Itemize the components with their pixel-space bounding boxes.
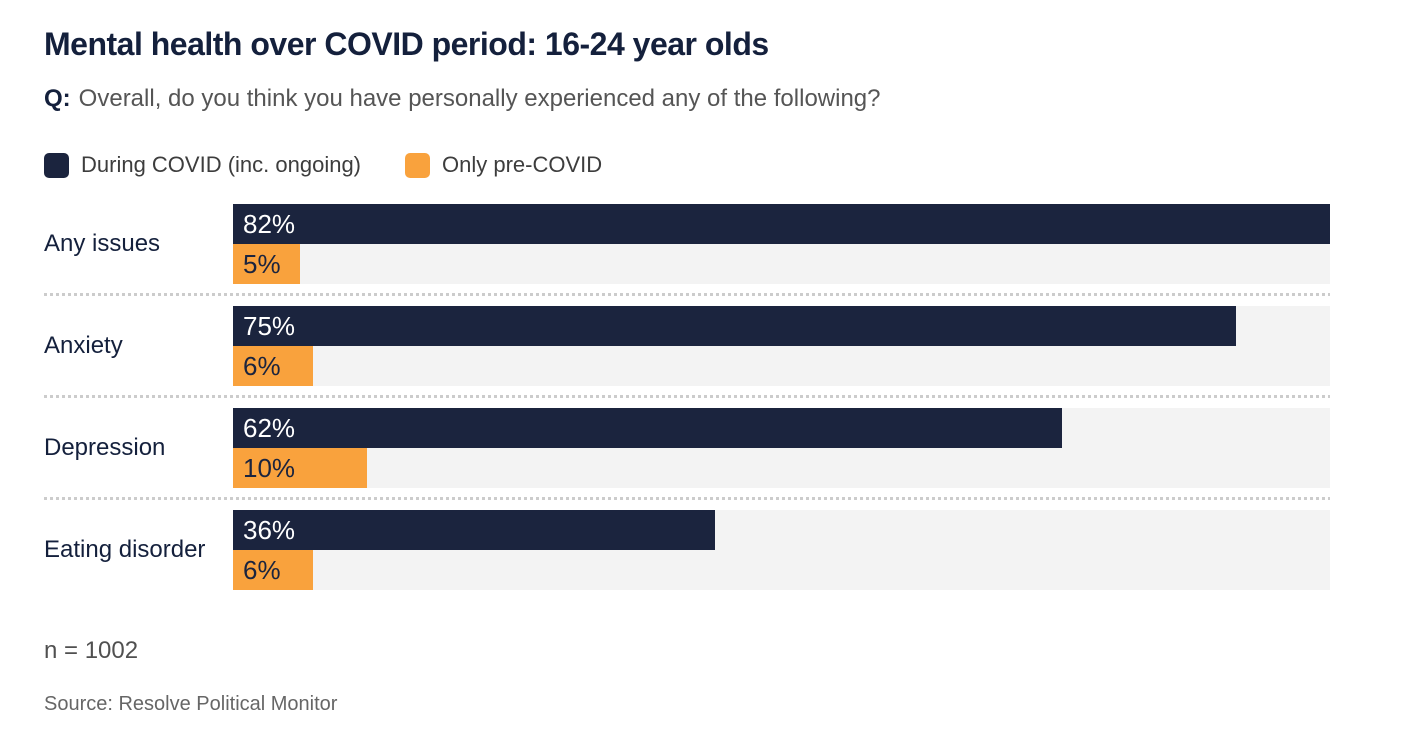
bar-only-pre-covid: 6% (233, 346, 314, 386)
survey-question: Q: Overall, do you think you have persona… (44, 84, 1330, 114)
sample-size-note: n = 1002 (44, 637, 139, 664)
source-note: Source: Resolve Political Monitor (44, 693, 338, 715)
legend-label: During COVID (inc. ongoing) (81, 152, 362, 177)
chart-title: Mental health over COVID period: 16-24 y… (44, 26, 769, 62)
bar-track: 6% (233, 550, 1330, 590)
bars-container: 82% 5% (233, 204, 1330, 284)
bar-only-pre-covid: 6% (233, 550, 314, 590)
bar-during-covid-inc-ongoing: 75% (233, 306, 1237, 346)
bar-value-label: 62% (243, 413, 296, 443)
bar-value-label: 75% (243, 311, 296, 341)
bar-only-pre-covid: 10% (233, 448, 367, 488)
chart-row-group: Depression 62% 10% (44, 408, 1330, 488)
bar-track: 5% (233, 244, 1330, 284)
chart-row-group: Anxiety 75% 6% (44, 306, 1330, 386)
bars-container: 62% 10% (233, 408, 1330, 488)
category-label: Anxiety (44, 332, 123, 359)
bar-during-covid-inc-ongoing: 62% (233, 408, 1063, 448)
bar-value-label: 6% (243, 555, 281, 585)
bars-container: 36% 6% (233, 510, 1330, 590)
bar-chart: Any issues 82% 5% Anxiety 75% 6% Depression 62%… (44, 204, 1330, 590)
bar-value-label: 82% (243, 209, 296, 239)
chart-page: Mental health over COVID period: 16-24 y… (44, 0, 1330, 716)
row-separator (44, 293, 1330, 296)
category-label: Depression (44, 434, 166, 461)
chart-legend: During COVID (inc. ongoing) Only pre-COVI… (44, 152, 1330, 178)
question-prefix: Q: (44, 85, 71, 112)
bar-track: 36% (233, 510, 1330, 550)
bar-track: 10% (233, 448, 1330, 488)
bar-track: 75% (233, 306, 1330, 346)
bar-value-label: 36% (243, 515, 296, 545)
bar-during-covid-inc-ongoing: 36% (233, 510, 715, 550)
legend-item-only-pre-covid: Only pre-COVID (405, 152, 602, 178)
bars-container: 75% 6% (233, 306, 1330, 386)
legend-label: Only pre-COVID (442, 152, 603, 177)
legend-item-during-covid-inc-ongoing: During COVID (inc. ongoing) (44, 152, 361, 178)
bar-track: 6% (233, 346, 1330, 386)
row-separator (44, 395, 1330, 398)
chart-row-group: Any issues 82% 5% (44, 204, 1330, 284)
bar-track: 82% (233, 204, 1330, 244)
legend-swatch-icon (44, 152, 69, 178)
bar-value-label: 6% (243, 351, 281, 381)
chart-row-group: Eating disorder 36% 6% (44, 510, 1330, 590)
row-separator (44, 497, 1330, 500)
bar-during-covid-inc-ongoing: 82% (233, 204, 1330, 244)
question-text: Overall, do you think you have personall… (78, 85, 881, 112)
bar-track: 62% (233, 408, 1330, 448)
legend-swatch-icon (405, 152, 431, 178)
category-label: Eating disorder (44, 536, 206, 563)
bar-only-pre-covid: 5% (233, 244, 300, 284)
bar-value-label: 5% (243, 249, 281, 279)
bar-value-label: 10% (243, 453, 296, 483)
category-label: Any issues (44, 230, 161, 257)
